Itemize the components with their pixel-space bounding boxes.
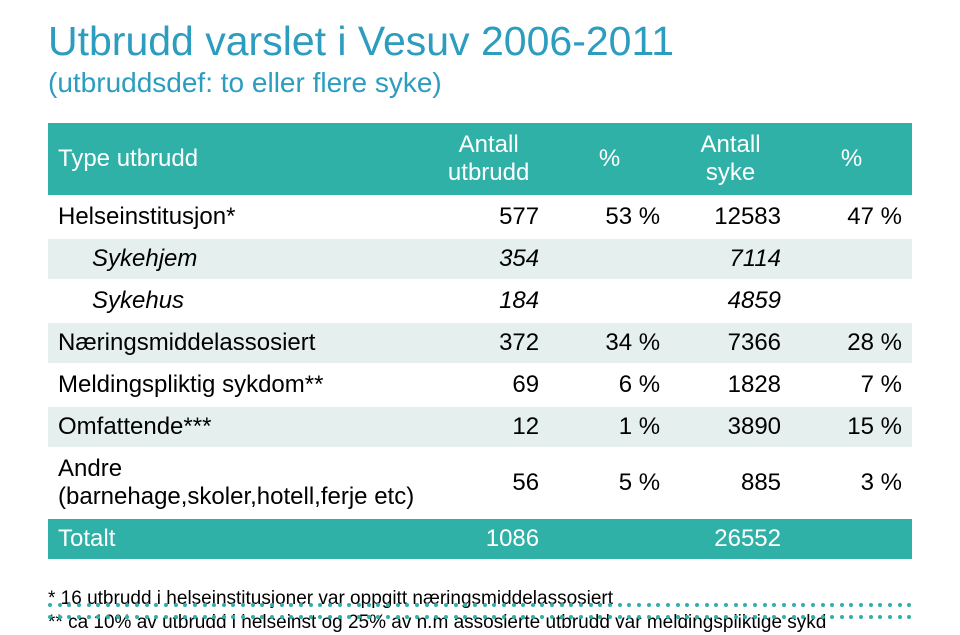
- table-cell: Sykehjem: [48, 238, 428, 280]
- table-cell: 5 %: [549, 448, 670, 518]
- table-cell: 885: [670, 448, 791, 518]
- table-total-row: Totalt1086 26552: [48, 518, 912, 560]
- table-cell: [549, 238, 670, 280]
- table-cell: [791, 280, 912, 322]
- table-cell: 34 %: [549, 322, 670, 364]
- table-cell: Andre (barnehage,skoler,hotell,ferje etc…: [48, 448, 428, 518]
- table-cell: 56: [428, 448, 549, 518]
- table-cell: 47 %: [791, 196, 912, 238]
- table-cell: 4859: [670, 280, 791, 322]
- table-cell: 26552: [670, 518, 791, 560]
- table-cell: 28 %: [791, 322, 912, 364]
- table-cell: 7114: [670, 238, 791, 280]
- table-cell: [791, 238, 912, 280]
- table-cell: 372: [428, 322, 549, 364]
- table-row: Andre (barnehage,skoler,hotell,ferje etc…: [48, 448, 912, 518]
- table-cell: [791, 518, 912, 560]
- table-cell: 354: [428, 238, 549, 280]
- table-cell: 1 %: [549, 406, 670, 448]
- table-header-row: Type utbrudd Antall utbrudd % Antall syk…: [48, 123, 912, 196]
- table-body: Helseinstitusjon*57753 %1258347 %Sykehje…: [48, 196, 912, 560]
- table-cell: 6 %: [549, 364, 670, 406]
- table-cell: 7366: [670, 322, 791, 364]
- table-row: Næringsmiddelassosiert37234 %736628 %: [48, 322, 912, 364]
- table-cell: Helseinstitusjon*: [48, 196, 428, 238]
- table-cell: 53 %: [549, 196, 670, 238]
- table-row: Omfattende***121 %389015 %: [48, 406, 912, 448]
- table-cell: 12583: [670, 196, 791, 238]
- table-cell: Totalt: [48, 518, 428, 560]
- col-header: Antall syke: [670, 123, 791, 196]
- table-cell: [549, 280, 670, 322]
- page-title: Utbrudd varslet i Vesuv 2006-2011: [48, 18, 912, 65]
- table-row: Meldingspliktig sykdom**696 %18287 %: [48, 364, 912, 406]
- table-cell: 1828: [670, 364, 791, 406]
- table-cell: 577: [428, 196, 549, 238]
- table-cell: [549, 518, 670, 560]
- table-cell: 184: [428, 280, 549, 322]
- table-cell: Sykehus: [48, 280, 428, 322]
- table-cell: 12: [428, 406, 549, 448]
- col-header: %: [549, 123, 670, 196]
- table-cell: 7 %: [791, 364, 912, 406]
- table-cell: Omfattende***: [48, 406, 428, 448]
- table-row: Sykehus184 4859: [48, 280, 912, 322]
- col-header: Type utbrudd: [48, 123, 428, 196]
- col-header: Antall utbrudd: [428, 123, 549, 196]
- table-cell: Næringsmiddelassosiert: [48, 322, 428, 364]
- table-cell: Meldingspliktig sykdom**: [48, 364, 428, 406]
- slide: Utbrudd varslet i Vesuv 2006-2011 (utbru…: [0, 0, 960, 635]
- table-row: Sykehjem354 7114: [48, 238, 912, 280]
- table-cell: 1086: [428, 518, 549, 560]
- table-cell: 3890: [670, 406, 791, 448]
- footnotes: * 16 utbrudd i helseinstitusjoner var op…: [48, 587, 912, 635]
- footnote-line: * 16 utbrudd i helseinstitusjoner var op…: [48, 587, 912, 611]
- table-cell: 15 %: [791, 406, 912, 448]
- table-cell: 69: [428, 364, 549, 406]
- table-row: Helseinstitusjon*57753 %1258347 %: [48, 196, 912, 238]
- page-subtitle: (utbruddsdef: to eller flere syke): [48, 67, 912, 99]
- table-cell: 3 %: [791, 448, 912, 518]
- footnote-line: ** ca 10% av utbrudd i helseinst og 25% …: [48, 611, 912, 635]
- data-table: Type utbrudd Antall utbrudd % Antall syk…: [48, 123, 912, 561]
- col-header: %: [791, 123, 912, 196]
